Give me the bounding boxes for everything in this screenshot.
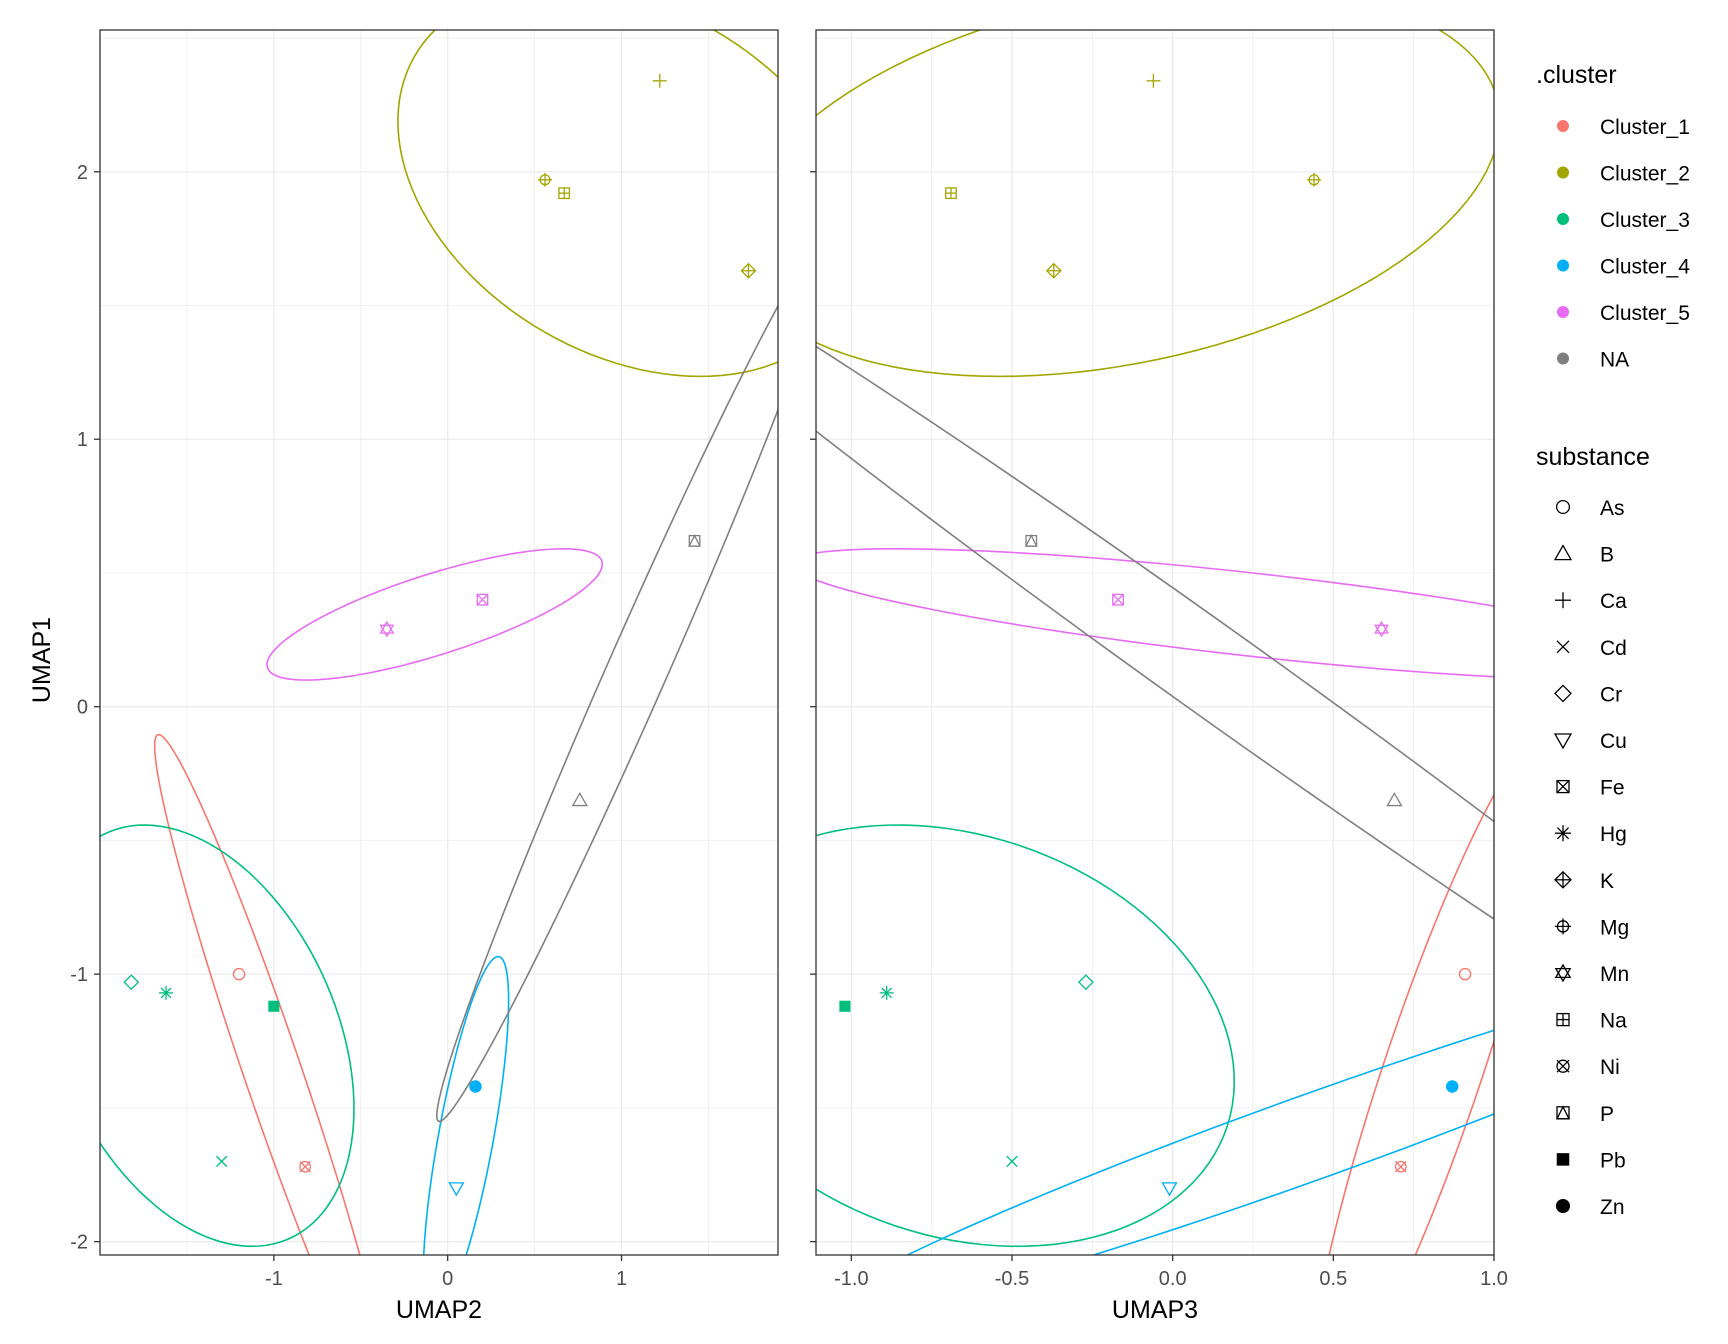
legend-label: Ca [1600,590,1627,613]
legend-label: P [1600,1103,1614,1126]
legend-key [1557,213,1569,225]
legend-key [1555,825,1571,841]
legend-label: Hg [1600,823,1627,846]
legend-label: Cluster_2 [1600,163,1690,186]
x-tick-label: -0.5 [995,1268,1029,1290]
panels-layer: -1 0 1 UMAP2 -2 -1 0 1 2 -1.0 -0.5 0.0 0.5 1.0 UMAP3 [43,0,1728,1344]
legend-label: Fe [1600,777,1625,800]
point-pb [840,1001,850,1011]
legend-label: Mn [1600,963,1629,986]
panel-left: -1 0 1 UMAP2 -2 -1 0 1 2 [43,0,861,1344]
y-tick-label: 1 [77,429,88,451]
point-zn [470,1081,481,1092]
legend-label: K [1600,870,1614,893]
substance-legend-title: substance [1536,443,1650,471]
legend-key [1557,260,1569,272]
panel-background [816,30,1494,1255]
y-tick-label: -2 [70,1232,88,1254]
x-tick-label: -1 [265,1268,283,1290]
legend-key [1557,1154,1568,1165]
x-tick-label: 0.5 [1319,1268,1347,1290]
legend-label: Na [1600,1010,1627,1033]
x-tick-label: 0 [442,1268,453,1290]
legend-label: Mg [1600,916,1629,939]
legend-key [1557,306,1569,318]
y-axis-title: UMAP1 [28,617,56,703]
legend-label: Cluster_4 [1600,256,1690,279]
legend-key [1557,120,1569,132]
x-tick-label: 1.0 [1480,1268,1508,1290]
x-tick-label: 1 [616,1268,627,1290]
panel-background [100,30,778,1255]
legend-label: Cluster_3 [1600,209,1690,232]
x-tick-label: 0.0 [1159,1268,1187,1290]
legend-key [1557,167,1569,179]
legend-label: Cu [1600,730,1627,753]
y-tick-label: 0 [77,697,88,719]
umap-figure: -1 0 1 UMAP2 -2 -1 0 1 2 -1.0 -0.5 0.0 0.5 1.0 UMAP3 U… [0,0,1728,1344]
legend-label: NA [1600,349,1629,372]
legend-label: B [1600,544,1614,567]
legend-key [1557,353,1569,365]
x-axis-title: UMAP3 [1112,1296,1198,1324]
y-tick-label: -1 [70,964,88,986]
legend-label: Ni [1600,1056,1620,1079]
legend-label: Cluster_1 [1600,116,1690,139]
legend-label: Cd [1600,637,1627,660]
point-pb [269,1001,279,1011]
legend-label: As [1600,497,1625,520]
y-tick-label: 2 [77,162,88,184]
legend-label: Cr [1600,683,1622,706]
legend-label: Zn [1600,1196,1625,1219]
x-axis-title: UMAP2 [396,1296,482,1324]
cluster-legend-title: .cluster [1536,61,1617,89]
legend-key [1557,1200,1570,1213]
x-tick-label: -1.0 [834,1268,868,1290]
legend-label: Pb [1600,1149,1626,1172]
point-zn [1447,1081,1458,1092]
legend-label: Cluster_5 [1600,302,1690,325]
